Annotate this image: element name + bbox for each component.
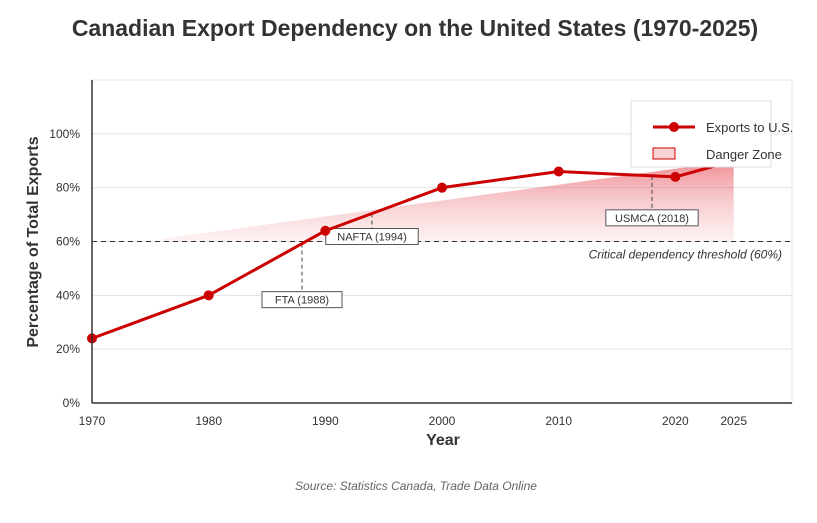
axes: 0% 20% 40% 60% 80% 100% 1970 1980 1990 2000 2010 20…	[49, 80, 792, 428]
x-tick-label: 1970	[79, 414, 106, 428]
danger-zone-layer	[162, 160, 734, 242]
x-tick-label: 1980	[195, 414, 222, 428]
y-tick-label: 80%	[56, 181, 80, 195]
x-tick-label: 2020	[662, 414, 689, 428]
x-axis-title: Year	[426, 432, 460, 449]
legend-label-exports: Exports to U.S.	[706, 120, 793, 135]
source-note: Source: Statistics Canada, Trade Data On…	[295, 479, 537, 493]
y-tick-label: 0%	[63, 396, 81, 410]
data-point	[320, 225, 331, 236]
x-tick-label: 1990	[312, 414, 339, 428]
legend-zone-swatch	[652, 147, 676, 160]
annotation-label: NAFTA (1994)	[337, 232, 407, 244]
threshold-layer: Critical dependency threshold (60%)	[92, 241, 792, 262]
data-point	[203, 290, 214, 301]
y-tick-label: 20%	[56, 342, 80, 356]
y-tick-label: 60%	[56, 235, 80, 249]
annotation-box	[605, 209, 699, 227]
legend: Exports to U.S. Danger Zone	[630, 100, 793, 168]
annotations-layer: FTA (1988) NAFTA (1994) USMCA (2018)	[261, 175, 699, 309]
annotation-box	[261, 291, 343, 309]
y-tick-label: 40%	[56, 288, 80, 302]
legend-marker-swatch	[669, 122, 679, 132]
legend-label-danger-zone: Danger Zone	[706, 147, 782, 162]
threshold-label: Critical dependency threshold (60%)	[589, 248, 782, 262]
data-point	[553, 166, 564, 177]
annotation-box	[325, 228, 419, 246]
y-tick-label: 100%	[49, 127, 80, 141]
data-point	[670, 171, 681, 182]
chart-title: Canadian Export Dependency on the United…	[72, 15, 758, 41]
annotation-label: FTA (1988)	[275, 295, 329, 307]
x-tick-label: 2010	[545, 414, 572, 428]
annotation-label: USMCA (2018)	[615, 213, 689, 225]
data-point	[437, 182, 447, 193]
x-tick-label: 2025	[720, 414, 747, 428]
x-tick-label: 2000	[429, 414, 456, 428]
y-axis-title: Percentage of Total Exports	[25, 136, 42, 347]
danger-zone-area	[162, 160, 734, 242]
